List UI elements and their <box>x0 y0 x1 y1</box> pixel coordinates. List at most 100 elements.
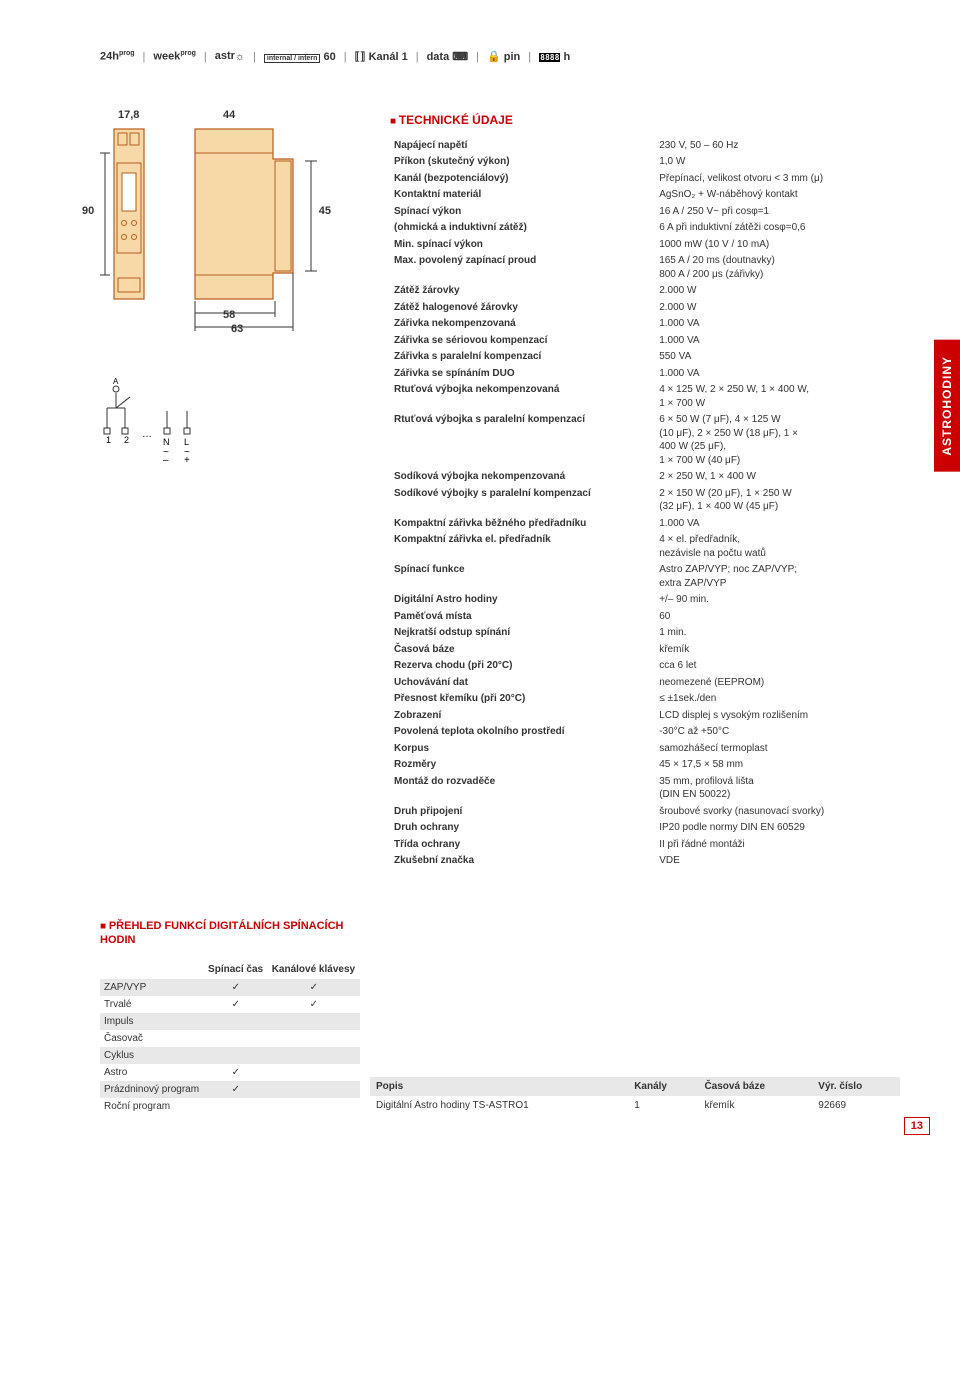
tech-row: Kanál (bezpotenciálový)Přepínací, veliko… <box>390 170 900 187</box>
tech-row: Zkušební značkaVDE <box>390 853 900 870</box>
tech-label: Zátěž žárovky <box>390 283 655 300</box>
tech-label: Digitální Astro hodiny <box>390 592 655 609</box>
tech-value: 1.000 VA <box>655 515 900 532</box>
tech-value: cca 6 let <box>655 658 900 675</box>
funcs-keys <box>268 1064 360 1081</box>
tech-row: Zářivka se sériovou kompenzací1.000 VA <box>390 332 900 349</box>
page-number: 13 <box>904 1117 930 1135</box>
tech-label: Časová báze <box>390 641 655 658</box>
funcs-row: Astro✓ <box>100 1064 360 1081</box>
tech-row: Zářivka se spínáním DUO1.000 VA <box>390 365 900 382</box>
tech-label: Povolená teplota okolního prostředí <box>390 724 655 741</box>
tech-row: Min. spínací výkon1000 mW (10 V / 10 mA) <box>390 236 900 253</box>
tech-value: 2 × 250 W, 1 × 400 W <box>655 469 900 486</box>
tech-row: Korpussamozhášecí termoplast <box>390 740 900 757</box>
tech-value: +/– 90 min. <box>655 592 900 609</box>
lcd-icon: 8888 <box>539 53 560 62</box>
funcs-row: Cyklus <box>100 1047 360 1064</box>
breadcrumb-item: 24hprog <box>100 50 135 63</box>
funcs-time: ✓ <box>204 996 268 1013</box>
funcs-name: Cyklus <box>100 1047 204 1064</box>
tech-label: Kontaktní materiál <box>390 187 655 204</box>
tech-value: 4 × el. předřadník,nezávisle na počtu wa… <box>655 532 900 562</box>
svg-text:1: 1 <box>106 435 111 445</box>
tech-value: 165 A / 20 ms (doutnavky)800 A / 200 μs … <box>655 253 900 283</box>
tech-row: Třída ochranyII při řádné montáži <box>390 836 900 853</box>
tech-section-title: TECHNICKÉ ÚDAJE <box>390 113 900 127</box>
product-header: Výr. číslo <box>812 1077 900 1096</box>
funcs-time <box>204 1098 268 1115</box>
tech-label: Zátěž halogenové žárovky <box>390 299 655 316</box>
funcs-keys <box>268 1030 360 1047</box>
tech-label: Paměťová místa <box>390 608 655 625</box>
tech-row: (ohmická a induktivní zátěž)6 A při indu… <box>390 220 900 237</box>
tech-value: II při řádné montáži <box>655 836 900 853</box>
tech-label: Nejkratší odstup spínání <box>390 625 655 642</box>
tech-row: Povolená teplota okolního prostředí-30°C… <box>390 724 900 741</box>
tech-row: Digitální Astro hodiny+/– 90 min. <box>390 592 900 609</box>
tech-row: Rozměry45 × 17,5 × 58 mm <box>390 757 900 774</box>
tech-row: Kontaktní materiálAgSnO₂ + W-náběhový ko… <box>390 187 900 204</box>
tech-label: Montáž do rozvaděče <box>390 773 655 803</box>
funcs-time <box>204 1047 268 1064</box>
svg-text:N: N <box>163 437 170 447</box>
funcs-time <box>204 1013 268 1030</box>
funcs-name: Roční program <box>100 1098 204 1115</box>
side-category-tab: ASTROHODINY <box>934 340 960 472</box>
wiring-diagram: 1 2 A … N <box>100 373 360 466</box>
funcs-keys: ✓ <box>268 996 360 1013</box>
technical-data-table: Napájecí napětí230 V, 50 – 60 HzPříkon (… <box>390 137 900 869</box>
tech-value: 1000 mW (10 V / 10 mA) <box>655 236 900 253</box>
product-cell: 92669 <box>812 1096 900 1115</box>
funcs-name: Prázdninový program <box>100 1081 204 1098</box>
tech-label: Příkon (skutečný výkon) <box>390 154 655 171</box>
funcs-name: Astro <box>100 1064 204 1081</box>
product-header: Časová báze <box>698 1077 812 1096</box>
dim-front-width: 17,8 <box>118 109 139 121</box>
tech-value: křemík <box>655 641 900 658</box>
funcs-row: ZAP/VYP✓✓ <box>100 979 360 996</box>
funcs-row: Trvalé✓✓ <box>100 996 360 1013</box>
tech-value: 60 <box>655 608 900 625</box>
funcs-row: Impuls <box>100 1013 360 1030</box>
tech-value: 2 × 150 W (20 μF), 1 × 250 W(32 μF), 1 ×… <box>655 485 900 515</box>
product-cell: 1 <box>628 1096 698 1115</box>
tech-row: Časová bázekřemík <box>390 641 900 658</box>
tech-row: Max. povolený zapínací proud165 A / 20 m… <box>390 253 900 283</box>
breadcrumb-item: internal / intern 60 <box>264 51 336 63</box>
switch-icon: ⟦⟧ <box>355 51 366 63</box>
tech-label: Kompaktní zářivka el. předřadník <box>390 532 655 562</box>
tech-label: Přesnost křemíku (při 20°C) <box>390 691 655 708</box>
tech-value: Astro ZAP/VYP; noc ZAP/VYP;extra ZAP/VYP <box>655 562 900 592</box>
tech-value: 2.000 W <box>655 299 900 316</box>
dim-depth-front: 58 <box>223 309 235 321</box>
funcs-header: Kanálové klávesy <box>268 960 360 979</box>
dimension-drawings: 17,8 <box>100 113 360 343</box>
tech-row: Montáž do rozvaděče35 mm, profilová lišt… <box>390 773 900 803</box>
funcs-name: Impuls <box>100 1013 204 1030</box>
svg-text:…: … <box>142 429 152 440</box>
tech-label: Rtuťová výbojka nekompenzovaná <box>390 382 655 412</box>
product-cell: křemík <box>698 1096 812 1115</box>
tech-value: 6 × 50 W (7 μF), 4 × 125 W(10 μF), 2 × 2… <box>655 412 900 469</box>
tech-value: 230 V, 50 – 60 Hz <box>655 137 900 154</box>
tech-label: Druh ochrany <box>390 820 655 837</box>
svg-text:2: 2 <box>124 435 129 445</box>
tech-value: 45 × 17,5 × 58 mm <box>655 757 900 774</box>
tech-label: Spínací výkon <box>390 203 655 220</box>
funcs-name: ZAP/VYP <box>100 979 204 996</box>
tech-value: VDE <box>655 853 900 870</box>
tech-row: Sodíková výbojka nekompenzovaná2 × 250 W… <box>390 469 900 486</box>
svg-text:L: L <box>184 437 189 447</box>
tech-row: Spínací výkon16 A / 250 V~ při cosφ=1 <box>390 203 900 220</box>
side-view-drawing <box>175 113 325 343</box>
breadcrumb: 24hprog | weekprog | astr☼ | internal / … <box>100 50 900 63</box>
tech-label: Kompaktní zářivka běžného předřadníku <box>390 515 655 532</box>
funcs-keys: ✓ <box>268 979 360 996</box>
tech-value: 6 A při induktivní zátěži cosφ=0,6 <box>655 220 900 237</box>
funcs-keys <box>268 1098 360 1115</box>
tech-label: Zářivka se sériovou kompenzací <box>390 332 655 349</box>
funcs-header <box>100 960 204 979</box>
funcs-keys <box>268 1081 360 1098</box>
tech-value: neomezené (EEPROM) <box>655 674 900 691</box>
